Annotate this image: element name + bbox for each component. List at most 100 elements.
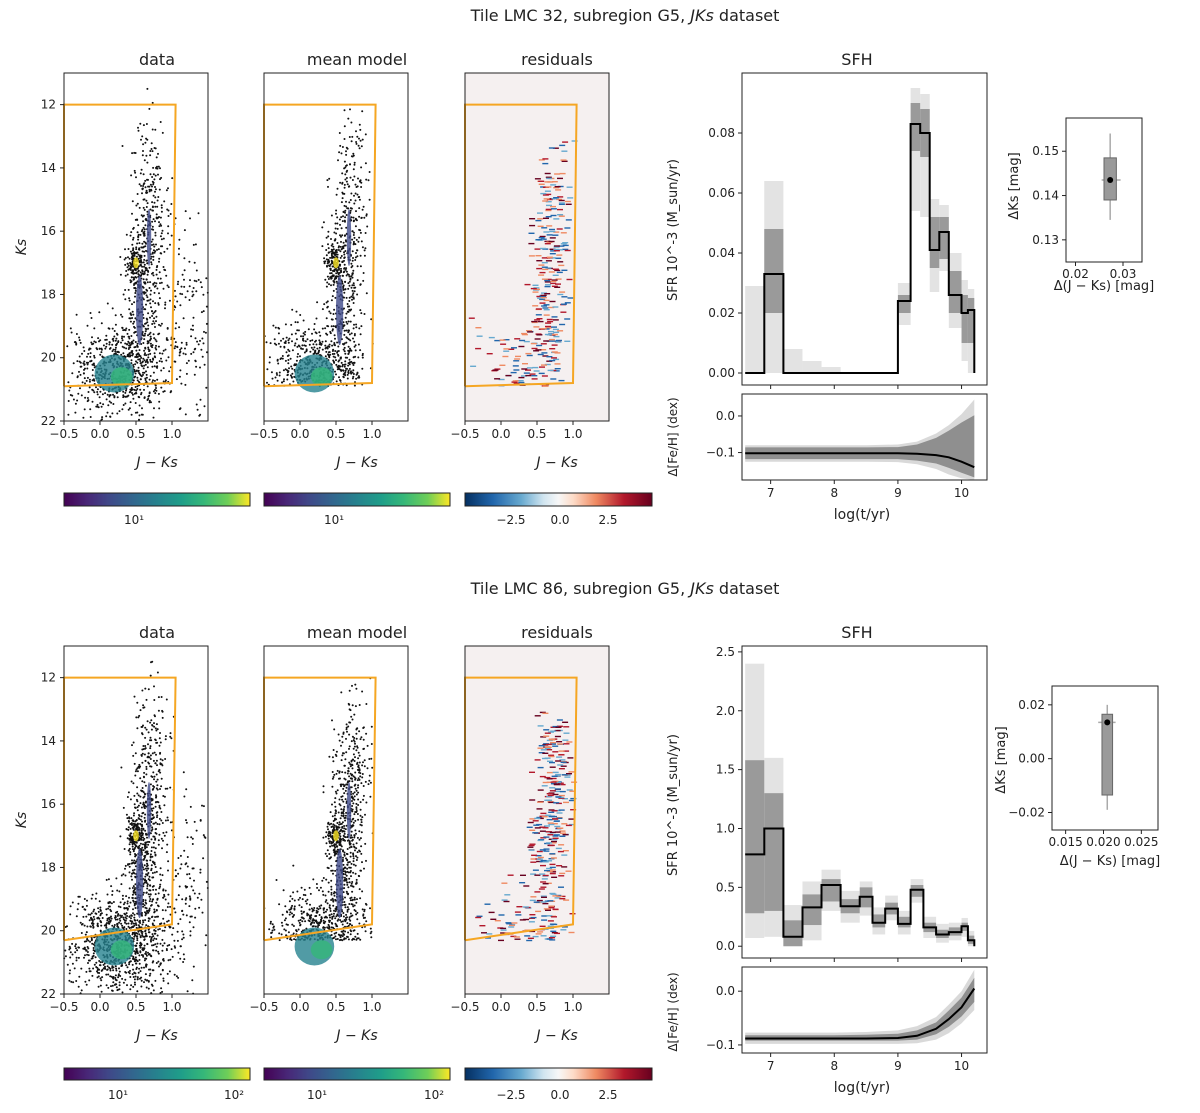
star-point	[185, 362, 188, 365]
star-point	[357, 937, 360, 940]
star-point	[132, 912, 134, 915]
residual-cell	[562, 248, 569, 251]
star-point	[168, 370, 171, 373]
star-point	[140, 954, 143, 956]
star-point	[348, 280, 351, 283]
star-point	[126, 915, 129, 917]
star-point	[83, 947, 86, 950]
star-point	[347, 349, 350, 352]
star-point	[109, 975, 112, 978]
residual-cell	[513, 369, 520, 371]
star-point	[154, 310, 157, 312]
star-point	[126, 262, 129, 265]
star-point	[92, 967, 95, 970]
residual-cell	[549, 348, 556, 350]
residual-cell	[541, 292, 547, 294]
star-point	[142, 905, 145, 908]
star-point	[138, 814, 140, 816]
star-point	[118, 967, 120, 970]
star-point	[136, 950, 139, 953]
star-point	[76, 908, 79, 911]
star-point	[142, 849, 145, 852]
star-point	[349, 176, 352, 179]
star-point	[355, 219, 358, 222]
star-point	[107, 404, 110, 407]
star-point	[158, 744, 161, 747]
residual-cell	[553, 197, 560, 199]
star-point	[274, 326, 277, 329]
star-point	[134, 774, 137, 777]
star-point	[97, 907, 100, 910]
residual-cell	[531, 378, 538, 380]
residual-cell	[556, 249, 563, 251]
star-point	[144, 914, 147, 917]
residual-cell	[548, 338, 555, 341]
residual-cell	[556, 254, 563, 256]
star-point	[145, 765, 148, 768]
star-point	[334, 296, 337, 299]
star-point	[144, 919, 147, 922]
density-blob	[310, 367, 333, 387]
star-point	[333, 352, 336, 355]
star-point	[294, 332, 297, 335]
residual-cell	[533, 326, 540, 328]
star-point	[169, 732, 172, 735]
star-point	[142, 342, 145, 344]
cmd-xlabel-model-row2: J − Ks	[333, 1028, 377, 1044]
star-point	[151, 724, 154, 727]
star-point	[131, 841, 133, 844]
star-point	[358, 123, 361, 126]
residual-cell	[528, 242, 535, 245]
star-point	[132, 968, 135, 971]
star-point	[309, 350, 312, 353]
star-point	[119, 256, 122, 258]
star-point	[132, 226, 135, 229]
star-point	[290, 365, 293, 368]
star-point	[148, 399, 151, 402]
star-point	[143, 364, 146, 367]
star-point	[132, 922, 135, 925]
star-point	[333, 361, 336, 364]
star-point	[145, 359, 148, 362]
star-point	[332, 248, 335, 251]
star-point	[348, 284, 351, 287]
colorbar-model-row1	[263, 492, 451, 507]
star-point	[149, 358, 152, 361]
residual-cell	[539, 366, 545, 368]
star-point	[348, 275, 351, 278]
star-point	[172, 927, 175, 930]
star-point	[156, 814, 159, 817]
star-point	[188, 260, 191, 263]
star-point	[149, 972, 152, 975]
star-point	[126, 343, 128, 345]
star-point	[340, 267, 342, 270]
star-point	[150, 261, 153, 264]
residual-cell	[548, 330, 554, 333]
star-point	[292, 932, 295, 935]
star-point	[150, 289, 152, 292]
star-point	[135, 204, 138, 207]
star-point	[151, 752, 154, 755]
star-point	[285, 336, 288, 339]
star-point	[326, 300, 329, 303]
star-point	[152, 183, 155, 186]
star-point	[134, 883, 137, 886]
residual-cell	[536, 260, 543, 262]
star-point	[330, 214, 333, 217]
star-point	[144, 911, 146, 914]
star-point	[142, 150, 144, 152]
star-point	[185, 897, 188, 900]
star-point	[67, 413, 70, 416]
star-point	[136, 919, 139, 922]
star-point	[353, 194, 355, 197]
star-point	[156, 378, 159, 381]
star-point	[270, 371, 273, 374]
star-point	[129, 317, 132, 320]
star-point	[329, 263, 332, 266]
x-tick-label: 1.0	[162, 1000, 181, 1014]
residual-cell	[549, 253, 556, 255]
star-point	[182, 961, 185, 963]
star-point	[345, 177, 348, 179]
star-point	[152, 816, 155, 819]
residual-cell	[548, 333, 555, 335]
